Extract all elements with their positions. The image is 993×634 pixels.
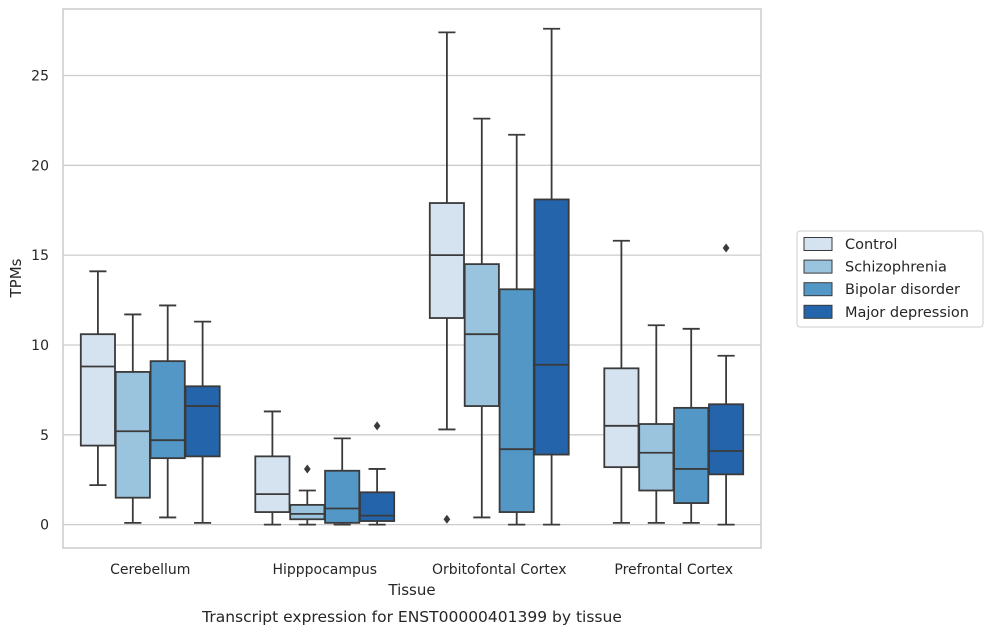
box <box>149 304 186 519</box>
category-group <box>603 239 745 526</box>
box-body <box>498 288 535 513</box>
box-body <box>708 403 745 476</box>
legend-swatch <box>803 237 833 251</box>
outlier-point <box>722 243 730 253</box>
box <box>428 31 465 524</box>
y-tick-label: 20 <box>31 158 49 174</box>
legend-swatch <box>803 259 833 274</box>
x-tick-label: Cerebellum <box>110 562 190 578</box>
box <box>463 117 500 519</box>
plot-frame <box>62 8 762 549</box>
box <box>289 464 326 526</box>
category-group <box>428 27 570 526</box>
chart-caption: Transcript expression for ENST0000040139… <box>201 608 622 626</box>
legend-swatch <box>803 304 833 319</box>
box-body <box>603 367 640 469</box>
legend-swatch <box>803 282 833 297</box>
x-tick-label: Hipppocampus <box>272 562 377 578</box>
box-body <box>359 491 396 522</box>
box <box>638 324 675 524</box>
y-tick-label: 15 <box>31 248 49 264</box>
y-tick-label: 25 <box>31 68 49 84</box>
legend-frame <box>796 230 984 328</box>
legend-label: Schizophrenia <box>845 260 947 276</box>
box <box>184 320 221 524</box>
x-tick-label: Orbitofontal Cortex <box>432 562 567 578</box>
box <box>708 243 745 526</box>
y-tick-labels: 0 5 10 15 20 25 <box>31 68 49 533</box>
outlier-point <box>373 421 381 431</box>
box-body <box>324 469 361 524</box>
box <box>359 421 396 526</box>
box <box>254 410 291 526</box>
box <box>114 313 151 524</box>
box-body <box>533 198 570 456</box>
outlier-point <box>443 514 451 524</box>
box-body <box>254 455 291 513</box>
legend-label: Control <box>845 237 897 253</box>
x-tick-label: Prefrontal Cortex <box>614 562 733 578</box>
box-body <box>114 371 151 499</box>
box-body <box>184 385 221 458</box>
legend-label: Bipolar disorder <box>845 282 960 298</box>
box-body <box>673 406 710 504</box>
x-axis-label: Tissue <box>387 581 435 599</box>
x-tick-labels: Cerebellum Hipppocampus Orbitofontal Corte… <box>110 562 733 578</box>
box <box>324 437 361 526</box>
category-group <box>254 410 396 526</box>
legend: Control Schizophrenia Bipolar disorder Majo… <box>796 230 984 328</box>
legend-label: Major depression <box>845 305 969 321</box>
box-body <box>289 503 326 521</box>
y-tick-label: 10 <box>31 338 49 354</box>
y-tick-label: 0 <box>40 518 49 534</box>
outlier-point <box>303 464 311 474</box>
box-body <box>638 423 675 492</box>
box-groups <box>79 27 745 526</box>
box-body <box>149 360 186 460</box>
box <box>533 27 570 526</box>
y-axis-label: TPMs <box>7 258 25 298</box>
box <box>673 327 710 524</box>
box-body <box>428 202 465 319</box>
box-body <box>79 333 116 447</box>
y-tick-label: 5 <box>40 428 49 444</box>
category-group <box>79 270 221 524</box>
box <box>603 239 640 524</box>
